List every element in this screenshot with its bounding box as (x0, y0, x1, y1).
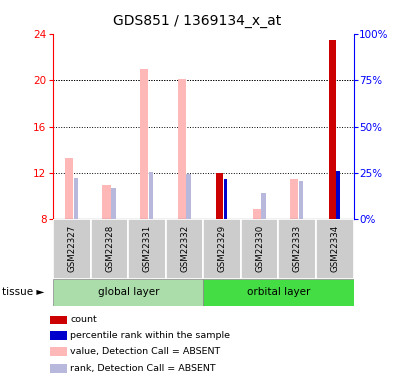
Bar (299, 181, 303, 219)
Bar (186, 174, 191, 219)
Bar (50, 364, 67, 373)
Text: tissue ►: tissue ► (2, 287, 44, 297)
Bar (203, 279, 354, 306)
Text: GSM22331: GSM22331 (143, 225, 152, 272)
Bar (329, 39, 335, 219)
Bar (336, 171, 340, 219)
Text: GSM22330: GSM22330 (255, 225, 264, 272)
Bar (166, 219, 203, 279)
Bar (50, 316, 67, 324)
Bar (140, 69, 148, 219)
Bar (128, 219, 166, 279)
Text: GSM22333: GSM22333 (293, 225, 302, 272)
Text: global layer: global layer (98, 287, 159, 297)
Text: GDS851 / 1369134_x_at: GDS851 / 1369134_x_at (113, 14, 282, 28)
Bar (73, 178, 78, 219)
Text: GSM22328: GSM22328 (105, 225, 114, 272)
Text: count: count (70, 315, 97, 324)
Bar (53, 279, 203, 306)
Text: rank, Detection Call = ABSENT: rank, Detection Call = ABSENT (70, 364, 216, 373)
Bar (278, 219, 316, 279)
Bar (252, 209, 261, 219)
Bar (91, 219, 128, 279)
Bar (149, 172, 153, 219)
Text: GSM22327: GSM22327 (68, 225, 77, 272)
Bar (53, 219, 91, 279)
Bar (203, 219, 241, 279)
Bar (65, 158, 73, 219)
Bar (177, 79, 186, 219)
Bar (111, 188, 116, 219)
Bar (290, 179, 298, 219)
Bar (50, 332, 67, 340)
Text: GSM22332: GSM22332 (180, 225, 189, 272)
Text: GSM22334: GSM22334 (330, 225, 339, 272)
Text: GSM22329: GSM22329 (218, 225, 227, 272)
Text: value, Detection Call = ABSENT: value, Detection Call = ABSENT (70, 347, 220, 356)
Text: orbital layer: orbital layer (247, 287, 310, 297)
Bar (216, 173, 223, 219)
Bar (224, 179, 228, 219)
Bar (102, 184, 111, 219)
Bar (261, 193, 266, 219)
Bar (316, 219, 354, 279)
Bar (50, 347, 67, 355)
Text: percentile rank within the sample: percentile rank within the sample (70, 331, 230, 340)
Bar (241, 219, 278, 279)
